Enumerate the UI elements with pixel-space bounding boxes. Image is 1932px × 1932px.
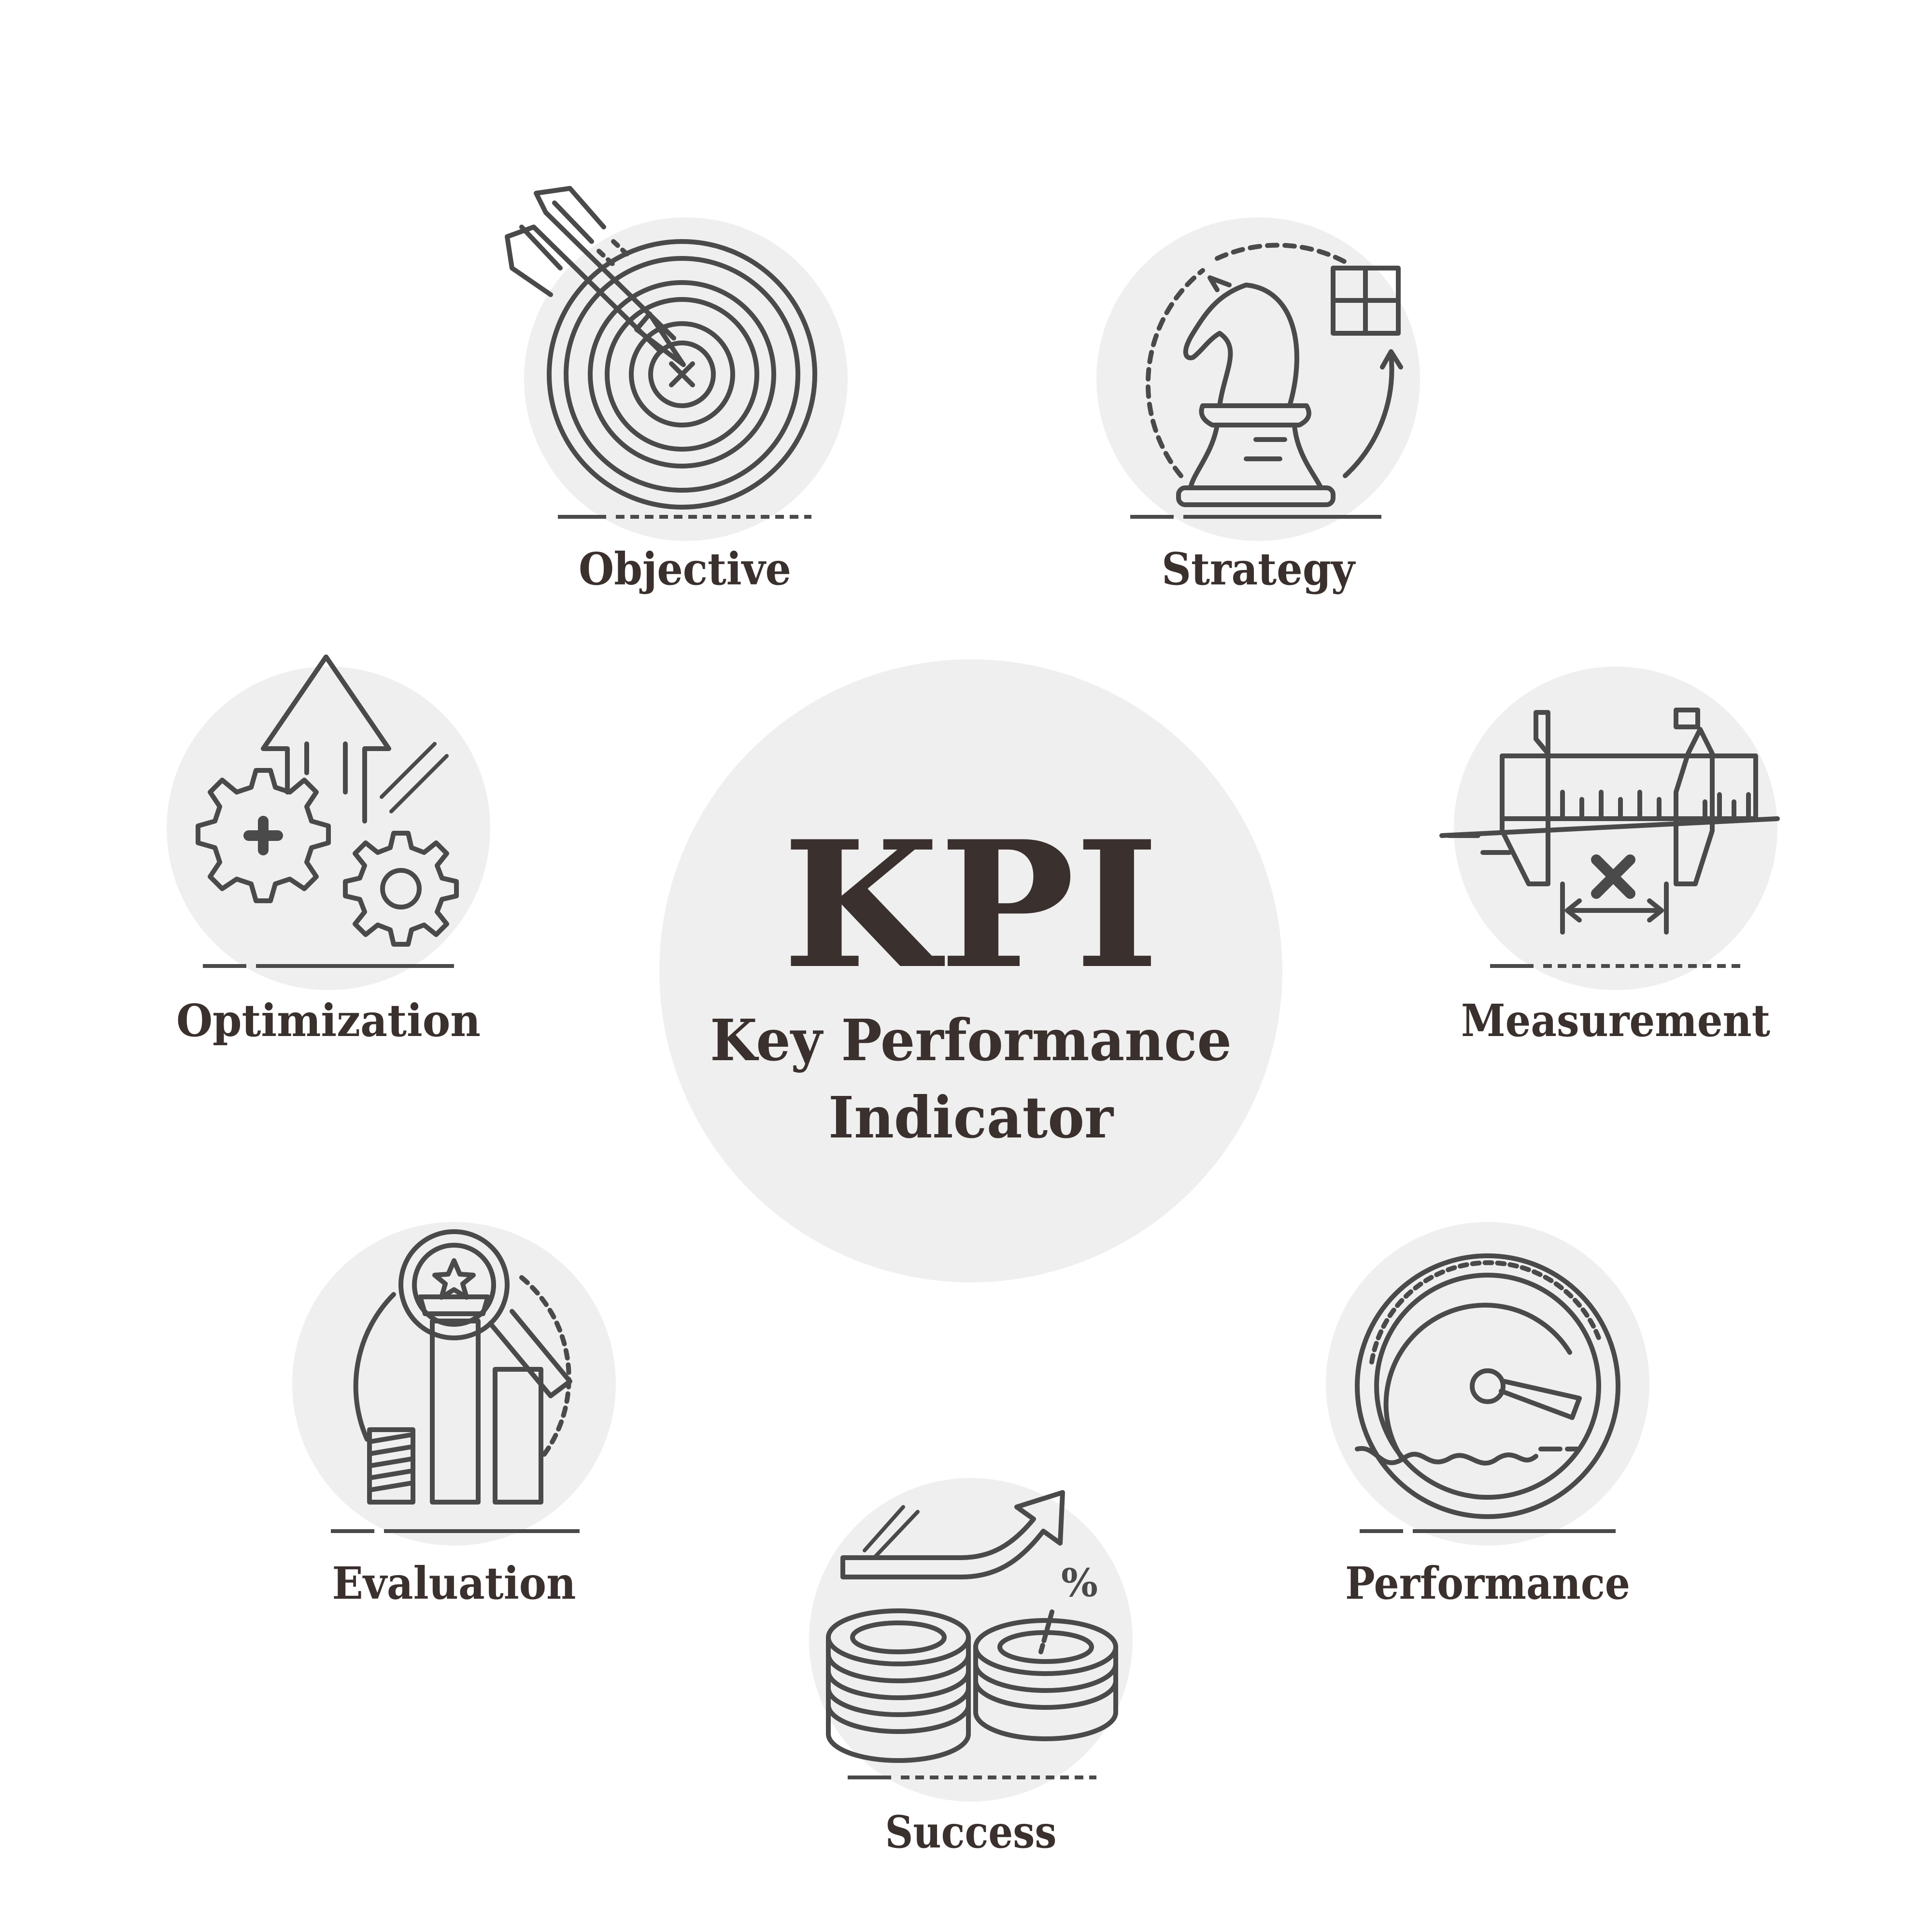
coin-stacks-growth-icon: %: [826, 1490, 1118, 1763]
center-subtitle-line2: Indicator: [828, 1084, 1114, 1151]
node-label-optimization: Optimization: [176, 994, 481, 1047]
node-objective: Objective: [505, 186, 848, 595]
node-label-strategy: Strategy: [1162, 543, 1356, 595]
svg-text:%: %: [1061, 1560, 1098, 1605]
gears-arrow-icon: [196, 654, 459, 947]
speedometer-icon: [1355, 1253, 1620, 1519]
node-strategy: Strategy: [1096, 217, 1420, 595]
node-evaluation: Evaluation: [292, 1222, 616, 1609]
center-subtitle-line1: Key Performance: [710, 1007, 1232, 1074]
node-label-evaluation: Evaluation: [332, 1557, 576, 1609]
center-acronym: KPI: [782, 803, 1159, 1007]
center-hub: KPI Key Performance Indicator: [659, 659, 1282, 1282]
chess-knight-icon: [1145, 242, 1403, 507]
node-optimization: Optimization: [167, 654, 490, 1047]
node-performance: Performance: [1326, 1222, 1649, 1609]
target-arrow-icon: [505, 186, 817, 510]
node-success: % Success: [809, 1478, 1133, 1858]
node-measurement: Measurement: [1439, 667, 1780, 1047]
caliper-icon: [1439, 708, 1780, 935]
node-label-measurement: Measurement: [1461, 994, 1770, 1047]
node-label-success: Success: [885, 1806, 1057, 1858]
node-label-objective: Objective: [579, 543, 791, 595]
node-label-performance: Performance: [1345, 1557, 1630, 1609]
magnifier-bar-chart-icon: [353, 1229, 572, 1505]
